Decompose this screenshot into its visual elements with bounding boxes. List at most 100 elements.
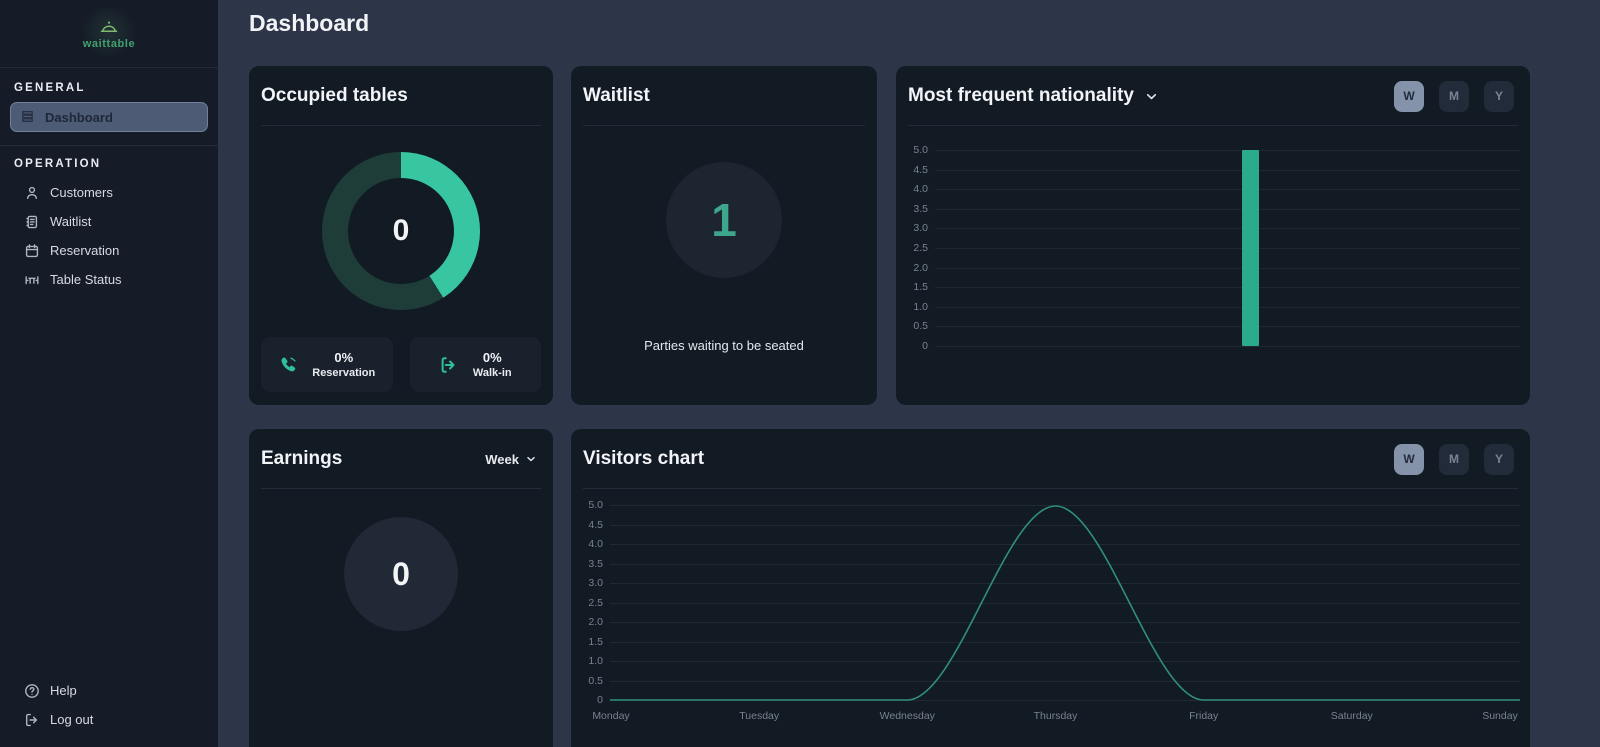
- gridline: [610, 563, 1520, 565]
- x-axis-label-saturday: Saturday: [1330, 710, 1373, 722]
- donut-hole: 0: [348, 178, 454, 284]
- sidebar-item-dashboard[interactable]: Dashboard: [10, 102, 208, 132]
- visitors-line-chart: 5.0 4.5 4.0 3.5 3.0 2.5 2.0 1.5 1.0 0.5 0: [571, 499, 1530, 706]
- sidebar-item-label: Help: [50, 683, 77, 698]
- earnings-circle: 0: [344, 517, 458, 631]
- chevron-down-icon: [1144, 89, 1159, 104]
- y-axis-tick-label: 1.5: [588, 635, 603, 648]
- logo: waittable: [0, 0, 218, 68]
- x-axis-label-friday: Friday: [1189, 710, 1219, 722]
- waitlist-caption: Parties waiting to be seated: [644, 338, 804, 353]
- logout-icon: [24, 712, 40, 728]
- x-axis-label-tuesday: Tuesday: [739, 710, 780, 722]
- customers-icon: [24, 185, 40, 201]
- phone-icon: [278, 355, 298, 375]
- stat-label: Walk-in: [472, 367, 512, 379]
- stat-value: 0%: [482, 350, 502, 365]
- y-axis-tick-label: 5.0: [913, 144, 928, 156]
- gridline: [610, 661, 1520, 662]
- y-axis-tick-label: 2.5: [588, 596, 603, 609]
- nationality-bar: [1242, 150, 1260, 346]
- gridline: [935, 169, 1520, 171]
- y-axis-tick-label: 3.5: [913, 202, 928, 215]
- sidebar-item-help[interactable]: Help: [0, 676, 218, 705]
- table-status-icon: [24, 272, 40, 288]
- logo-icon: [98, 18, 120, 35]
- help-icon: [24, 683, 40, 699]
- sidebar-item-table-status[interactable]: Table Status: [0, 265, 218, 294]
- visitors-line-series: [610, 505, 1520, 701]
- gridline: [935, 287, 1520, 289]
- earnings-period-label: Week: [485, 451, 519, 467]
- occupied-count: 0: [392, 214, 410, 247]
- gridline: [610, 524, 1520, 526]
- gridline: [610, 700, 1520, 701]
- stat-label: Reservation: [312, 367, 376, 379]
- y-axis-tick-label: 4.5: [913, 163, 928, 176]
- visitors-title: Visitors chart: [583, 448, 705, 469]
- period-button-w[interactable]: W: [1394, 80, 1424, 112]
- waitlist-header: Waitlist: [571, 66, 877, 126]
- sidebar-section-label: OPERATION: [14, 158, 102, 170]
- logo-glow: [81, 7, 137, 60]
- occupied-stats: 0% Reservation 0% Walk-in: [261, 337, 541, 392]
- occupied-tables-donut-chart: 0: [322, 152, 480, 310]
- x-axis-label-monday: Monday: [592, 710, 630, 722]
- occupied-tables-card: Occupied tables 0 0% Reservation 0% Walk-in: [249, 66, 553, 405]
- sidebar-item-label: Log out: [50, 712, 94, 727]
- dashboard-icon: [20, 109, 36, 125]
- sidebar-item-reservation[interactable]: Reservation: [0, 236, 218, 265]
- sidebar-item-label: Table Status: [50, 272, 122, 287]
- nationality-title: Most frequent nationality: [908, 85, 1134, 106]
- gridline: [610, 602, 1520, 604]
- gridline: [935, 228, 1520, 230]
- page-title: Dashboard: [249, 10, 370, 36]
- chevron-down-icon: [525, 453, 537, 465]
- sidebar-item-label: Reservation: [50, 243, 120, 258]
- period-button-m[interactable]: M: [1439, 443, 1469, 475]
- occupied-tables-header: Occupied tables: [249, 66, 553, 126]
- sidebar-section-label: GENERAL: [14, 82, 86, 94]
- y-axis-tick-label: 4.5: [588, 518, 603, 531]
- period-button-y[interactable]: Y: [1484, 443, 1514, 475]
- sidebar-item-log-out[interactable]: Log out: [0, 705, 218, 734]
- sidebar-item-customers[interactable]: Customers: [0, 178, 218, 207]
- waitlist-circle: 1: [666, 162, 782, 278]
- stat-reservation: 0% Reservation: [261, 337, 393, 392]
- period-button-y[interactable]: Y: [1484, 80, 1514, 112]
- period-button-w[interactable]: W: [1394, 443, 1424, 475]
- gridline: [935, 189, 1520, 191]
- period-button-m[interactable]: M: [1439, 80, 1469, 112]
- gridline: [610, 544, 1520, 545]
- gridline: [935, 346, 1520, 347]
- earnings-value: 0: [392, 555, 410, 592]
- earnings-period-dropdown[interactable]: Week: [485, 452, 537, 467]
- gridline: [610, 505, 1520, 506]
- visitors-x-axis-labels: Monday Tuesday Wednesday Thursday Friday Satu…: [571, 710, 1530, 724]
- gridline: [935, 150, 1520, 151]
- x-axis-label-wednesday: Wednesday: [879, 710, 935, 722]
- nationality-title-dropdown[interactable]: Most frequent nationality: [908, 85, 1159, 107]
- y-axis-tick-label: 4.0: [913, 183, 928, 196]
- gridline: [935, 248, 1520, 249]
- waitlist-count: 1: [711, 194, 737, 246]
- x-axis-label-thursday: Thursday: [1033, 710, 1078, 722]
- y-axis-tick-label: 3.0: [913, 222, 928, 235]
- walk-in-icon: [439, 355, 459, 375]
- y-axis-tick-label: 0.5: [913, 320, 928, 333]
- y-axis-tick-label: 0: [597, 694, 603, 706]
- sidebar-section-operation: OPERATION Customers Waitlist Reservation Tab…: [0, 146, 218, 294]
- stat-walk-in: 0% Walk-in: [409, 337, 541, 392]
- reservation-icon: [24, 243, 40, 259]
- sidebar-item-waitlist[interactable]: Waitlist: [0, 207, 218, 236]
- sidebar-footer: Help Log out: [0, 676, 218, 734]
- y-axis-tick-label: 5.0: [588, 499, 603, 511]
- y-axis-tick-label: 2.0: [913, 261, 928, 274]
- gridline: [610, 583, 1520, 584]
- y-axis-tick-label: 4.0: [588, 538, 603, 550]
- earnings-header: Earnings Week: [249, 429, 553, 489]
